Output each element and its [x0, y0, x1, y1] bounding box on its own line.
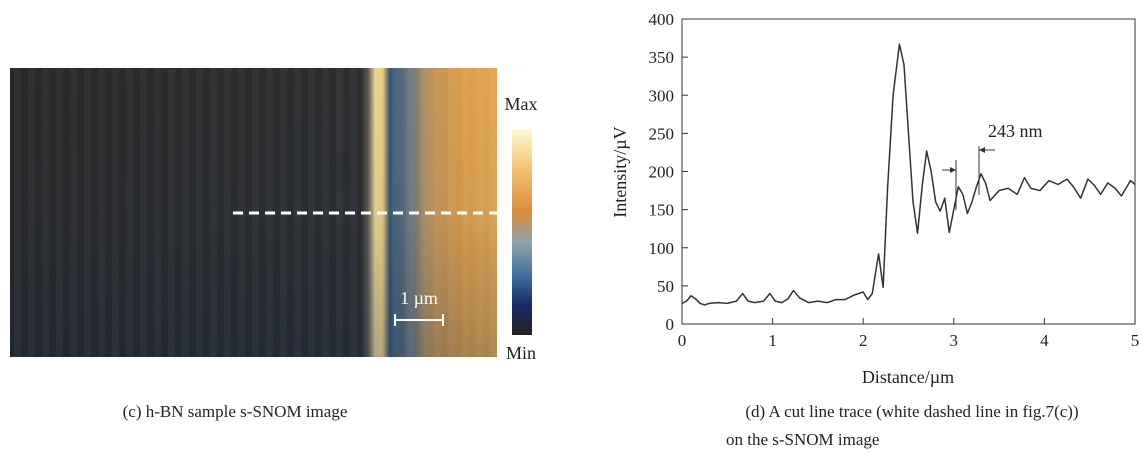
- x-tick-label: 3: [950, 331, 959, 350]
- image-panel: 1 µm Max Min (c) h-BN sample s-SNOM imag…: [10, 68, 538, 421]
- colorbar-max: Max: [505, 94, 538, 114]
- colorbar-min: Min: [506, 343, 536, 363]
- x-tick-label: 0: [678, 331, 687, 350]
- chart-caption: on the s-SNOM image: [726, 430, 879, 449]
- x-tick-label: 5: [1131, 331, 1140, 350]
- x-tick-label: 4: [1040, 331, 1049, 350]
- image-caption: (c) h-BN sample s-SNOM image: [123, 402, 348, 421]
- y-tick-label: 400: [649, 10, 675, 29]
- plot-frame: [681, 18, 1136, 325]
- scale-bar-label: 1 µm: [400, 288, 438, 308]
- annotation-arrowhead: [979, 147, 985, 153]
- y-tick-label: 250: [649, 124, 675, 143]
- y-tick-label: 200: [649, 163, 675, 182]
- colorbar: [512, 130, 532, 335]
- y-tick-label: 150: [649, 201, 675, 220]
- line-chart: Distance/µm Intensity/µV (d) A cut line …: [610, 10, 1139, 449]
- annotation-label: 243 nm: [988, 121, 1043, 141]
- x-tick-label: 2: [859, 331, 868, 350]
- annotation: 243 nm: [942, 121, 1043, 210]
- x-tick-label: 1: [768, 331, 777, 350]
- y-tick-label: 50: [657, 277, 674, 296]
- x-axis-label: Distance/µm: [862, 367, 954, 387]
- y-tick-label: 100: [649, 239, 675, 258]
- y-axis-label: Intensity/µV: [610, 126, 630, 217]
- chart-caption: (d) A cut line trace (white dashed line …: [745, 402, 1078, 421]
- y-tick-label: 350: [649, 48, 675, 67]
- data-line: [681, 43, 1136, 306]
- annotation-arrowhead: [950, 167, 956, 173]
- y-tick-label: 0: [666, 315, 675, 334]
- y-tick-label: 300: [649, 86, 675, 105]
